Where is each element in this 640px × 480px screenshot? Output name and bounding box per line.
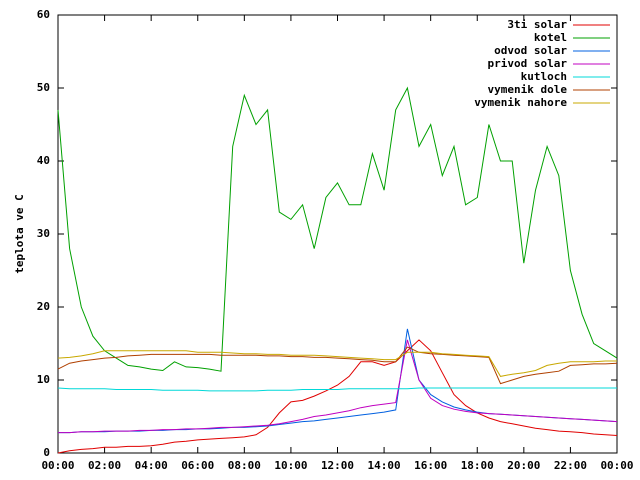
series-line [57,350,617,377]
x-tick-label: 10:00 [274,459,307,472]
x-tick-label: 06:00 [181,459,214,472]
x-tick-label: 00:00 [600,459,633,472]
series-line [57,346,618,385]
x-tick-label: 14:00 [368,459,401,472]
y-tick-label: 60 [37,8,50,21]
y-tick-label: 0 [43,446,50,459]
series-line [57,387,617,392]
legend-label: odvod solar [494,44,567,57]
x-tick-label: 18:00 [461,459,494,472]
legend-label: 3ti solar [507,18,567,31]
x-tick-label: 04:00 [135,459,168,472]
x-tick-label: 22:00 [554,459,587,472]
plot-border [57,14,618,454]
legend-label: kotel [534,31,567,44]
y-axis-label: teplota ve C [13,194,26,273]
x-tick-label: 00:00 [41,459,74,472]
x-tick-label: 12:00 [321,459,354,472]
y-tick-label: 30 [37,227,50,240]
series-line [58,339,618,434]
legend-label: vymenik dole [488,83,568,96]
series-line [57,86,618,372]
x-tick-label: 02:00 [88,459,121,472]
y-tick-label: 10 [37,373,50,386]
series-line [57,339,618,454]
y-tick-label: 50 [37,81,50,94]
legend-label: vymenik nahore [474,96,567,109]
x-tick-label: 08:00 [228,459,261,472]
legend-label: privod solar [488,57,568,70]
x-tick-label: 16:00 [414,459,447,472]
y-tick-label: 20 [37,300,50,313]
y-tick-label: 40 [37,154,50,167]
x-tick-label: 20:00 [507,459,540,472]
legend-label: kutloch [521,70,567,83]
